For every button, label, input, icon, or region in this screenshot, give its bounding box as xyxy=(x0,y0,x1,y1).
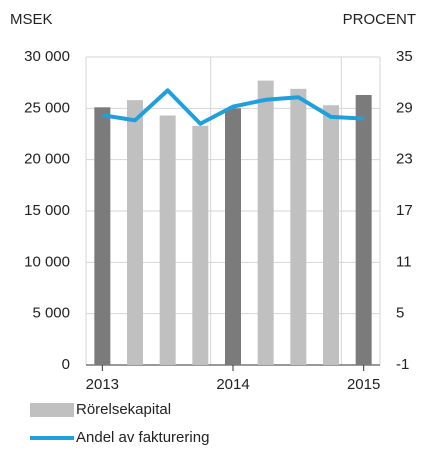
bar xyxy=(159,115,176,366)
y2-tick-label: 23 xyxy=(396,151,413,168)
y2-tick-label: 35 xyxy=(396,48,413,65)
y-tick-label: 30 000 xyxy=(24,48,70,65)
legend-swatch xyxy=(30,403,74,417)
legend-label: Rörelsekapital xyxy=(76,401,171,418)
y-tick-label: 20 000 xyxy=(24,151,70,168)
bar xyxy=(290,88,307,366)
bar xyxy=(192,125,209,365)
legend-label: Andel av fakturering xyxy=(76,429,209,446)
bar xyxy=(355,94,372,365)
x-tick-label: 2015 xyxy=(347,376,380,393)
y2-tick-label: -1 xyxy=(396,356,409,373)
bar xyxy=(94,107,111,365)
bar xyxy=(257,80,274,365)
y-tick-label: 5 000 xyxy=(32,305,70,322)
bar xyxy=(323,105,339,366)
y2-tick-label: 17 xyxy=(396,202,413,219)
y-tick-label: 0 xyxy=(62,356,70,373)
y2-tick-label: 29 xyxy=(396,99,413,116)
x-tick-label: 2013 xyxy=(86,376,119,393)
y-tick-label: 10 000 xyxy=(24,253,70,270)
y-tick-label: 15 000 xyxy=(24,202,70,219)
y-tick-label: 25 000 xyxy=(24,99,70,116)
y2-tick-label: 11 xyxy=(396,253,412,270)
y-axis-title: MSEK xyxy=(10,11,53,28)
y2-axis-title: PROCENT xyxy=(343,11,416,28)
bar xyxy=(225,108,241,365)
bar xyxy=(127,100,143,366)
y2-tick-label: 5 xyxy=(396,305,404,322)
line xyxy=(102,88,364,126)
x-tick-label: 2014 xyxy=(216,376,249,393)
